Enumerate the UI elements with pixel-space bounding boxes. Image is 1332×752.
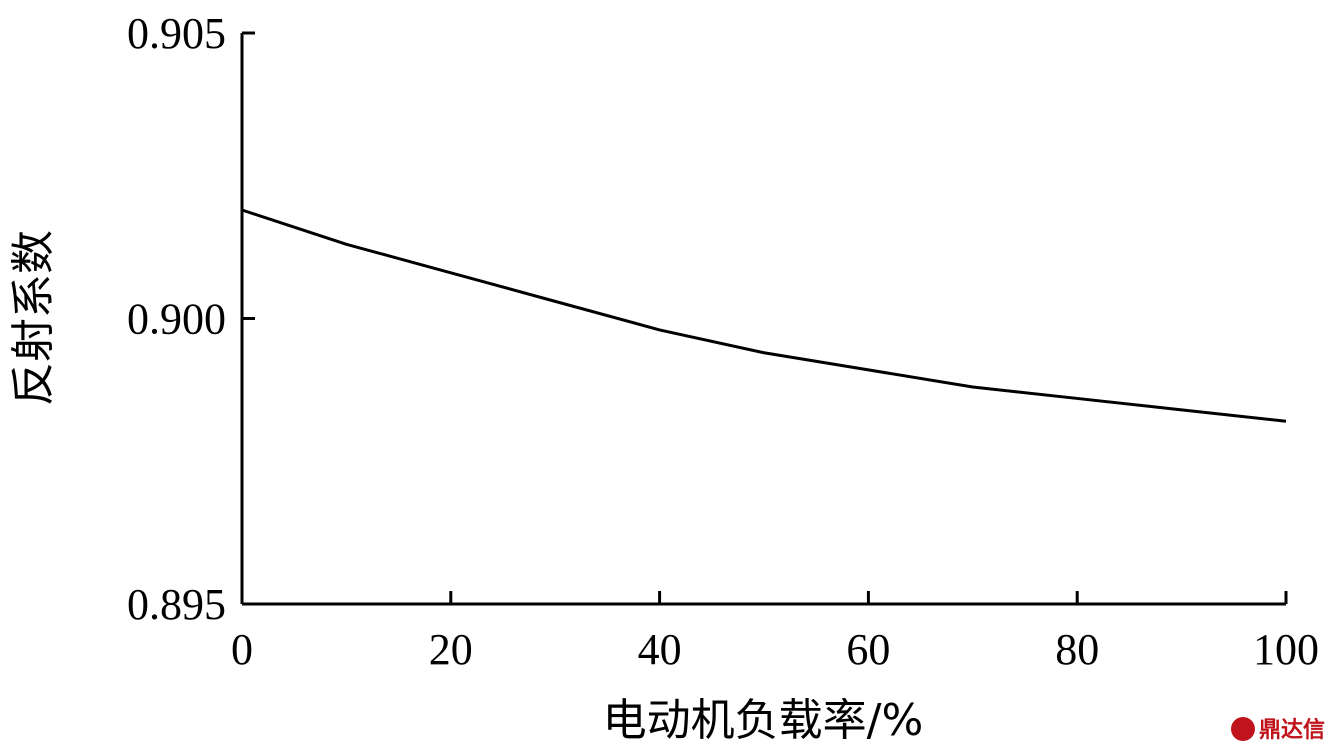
x-ticks: 0 20 40 60 80 100 xyxy=(231,591,1319,674)
watermark: 鼎达信 xyxy=(1231,717,1325,743)
y-tick-label: 0.895 xyxy=(127,580,226,629)
x-tick-label: 40 xyxy=(638,625,682,674)
series-line xyxy=(241,208,1287,423)
axes xyxy=(240,33,1286,606)
watermark-text: 鼎达信 xyxy=(1259,717,1325,743)
x-tick-label: 100 xyxy=(1253,625,1319,674)
x-tick-label: 0 xyxy=(231,625,253,674)
y-tick-label: 0.905 xyxy=(127,9,226,58)
y-ticks: 0.895 0.900 0.905 xyxy=(127,9,255,629)
watermark-logo-icon xyxy=(1231,717,1255,741)
x-tick-label: 60 xyxy=(846,625,890,674)
x-axis-label: 电动机负载率/% xyxy=(603,695,924,746)
y-tick-label: 0.900 xyxy=(127,295,226,344)
x-tick-label: 20 xyxy=(429,625,473,674)
y-axis-label: 反射系数 xyxy=(8,230,59,406)
series xyxy=(241,208,1287,423)
x-tick-label: 80 xyxy=(1055,625,1099,674)
